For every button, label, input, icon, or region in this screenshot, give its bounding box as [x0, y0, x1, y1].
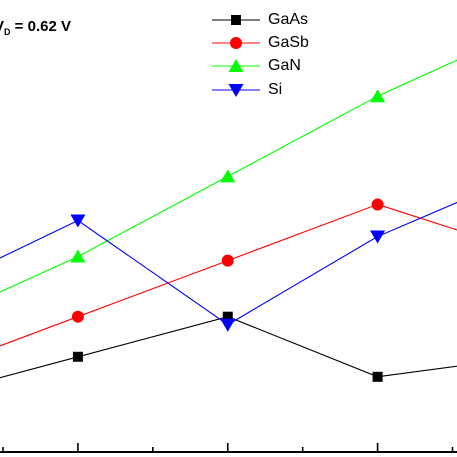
series-line-gasb	[0, 203, 457, 347]
legend-label: GaAs	[268, 10, 309, 28]
legend-swatch-gasb	[212, 36, 260, 49]
voltage-value: = 0.62 V	[10, 18, 71, 35]
data-point-gan	[70, 249, 86, 263]
voltage-symbol: V	[0, 18, 4, 35]
data-point-gasb	[71, 310, 84, 323]
legend-marker	[228, 83, 244, 97]
legend-marker	[230, 36, 242, 49]
voltage-subscript: D	[4, 27, 11, 37]
legend-label: GaSb	[268, 33, 309, 51]
legend-swatch-si	[212, 83, 260, 97]
legend-marker	[231, 14, 241, 25]
data-point-si	[370, 230, 386, 244]
legend-label: GaN	[268, 57, 301, 75]
legend-item-gasb: GaSb	[210, 31, 309, 54]
data-point-gaas	[72, 351, 83, 362]
legend: GaAs GaSb GaN Si	[210, 8, 309, 101]
data-point-gasb	[371, 198, 384, 211]
data-point-gasb	[221, 254, 234, 267]
data-point-gaas	[222, 311, 233, 322]
data-point-si	[70, 214, 86, 228]
legend-label: Si	[268, 80, 283, 98]
legend-item-si: Si	[210, 78, 309, 101]
legend-swatch-gan	[212, 59, 260, 73]
legend-item-gan: GaN	[210, 55, 309, 78]
x-axis	[0, 443, 457, 453]
legend-swatch-gaas	[212, 14, 260, 25]
series-markers	[70, 89, 386, 382]
data-point-si	[220, 318, 236, 332]
data-point-gan	[220, 169, 236, 183]
data-point-gan	[370, 89, 386, 103]
series-line-si	[0, 201, 457, 326]
legend-marker	[228, 59, 244, 73]
voltage-annotation: VD = 0.62 V	[0, 18, 71, 37]
data-point-gaas	[372, 371, 383, 382]
legend-item-gaas: GaAs	[210, 8, 309, 31]
